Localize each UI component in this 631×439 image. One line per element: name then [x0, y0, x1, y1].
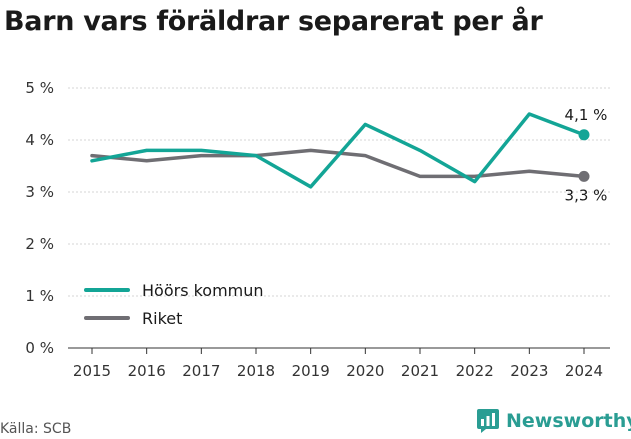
brand-name: Newsworthy — [506, 410, 631, 432]
x-tick-label: 2020 — [346, 362, 384, 380]
x-tick-label: 2018 — [237, 362, 275, 380]
brand-logo: Newsworthy — [476, 408, 631, 434]
x-tick-label: 2024 — [565, 362, 603, 380]
x-tick-label: 2015 — [73, 362, 111, 380]
x-tick-label: 2017 — [182, 362, 220, 380]
legend-label: Höörs kommun — [142, 281, 264, 300]
x-tick-label: 2019 — [292, 362, 330, 380]
y-tick-label: 5 % — [25, 79, 54, 97]
y-tick-label: 4 % — [25, 131, 54, 149]
y-tick-label: 0 % — [25, 339, 54, 357]
series-end-point-höörs-kommun — [578, 129, 590, 141]
legend-label: Riket — [142, 309, 182, 328]
y-tick-label: 1 % — [25, 287, 54, 305]
line-chart: 0 % 1 % 2 % 3 % 4 % 5 % 2015 2016 2017 2018 2019 20… — [25, 79, 610, 380]
newsworthy-logo-icon — [477, 409, 499, 433]
x-tick-label: 2022 — [456, 362, 494, 380]
end-value-label: 4,1 % — [565, 106, 608, 124]
y-tick-label: 2 % — [25, 235, 54, 253]
x-tick-label: 2021 — [401, 362, 439, 380]
x-tick-label: 2016 — [128, 362, 166, 380]
x-tick-label: 2023 — [510, 362, 548, 380]
chart-title: Barn vars föräldrar separerat per år — [4, 6, 543, 37]
series-line-höörs-kommun — [90, 112, 586, 189]
source-note: Källa: SCB — [0, 421, 72, 437]
series-end-point-riket — [578, 170, 590, 182]
end-value-label: 3,3 % — [565, 186, 608, 204]
y-tick-label: 3 % — [25, 183, 54, 201]
